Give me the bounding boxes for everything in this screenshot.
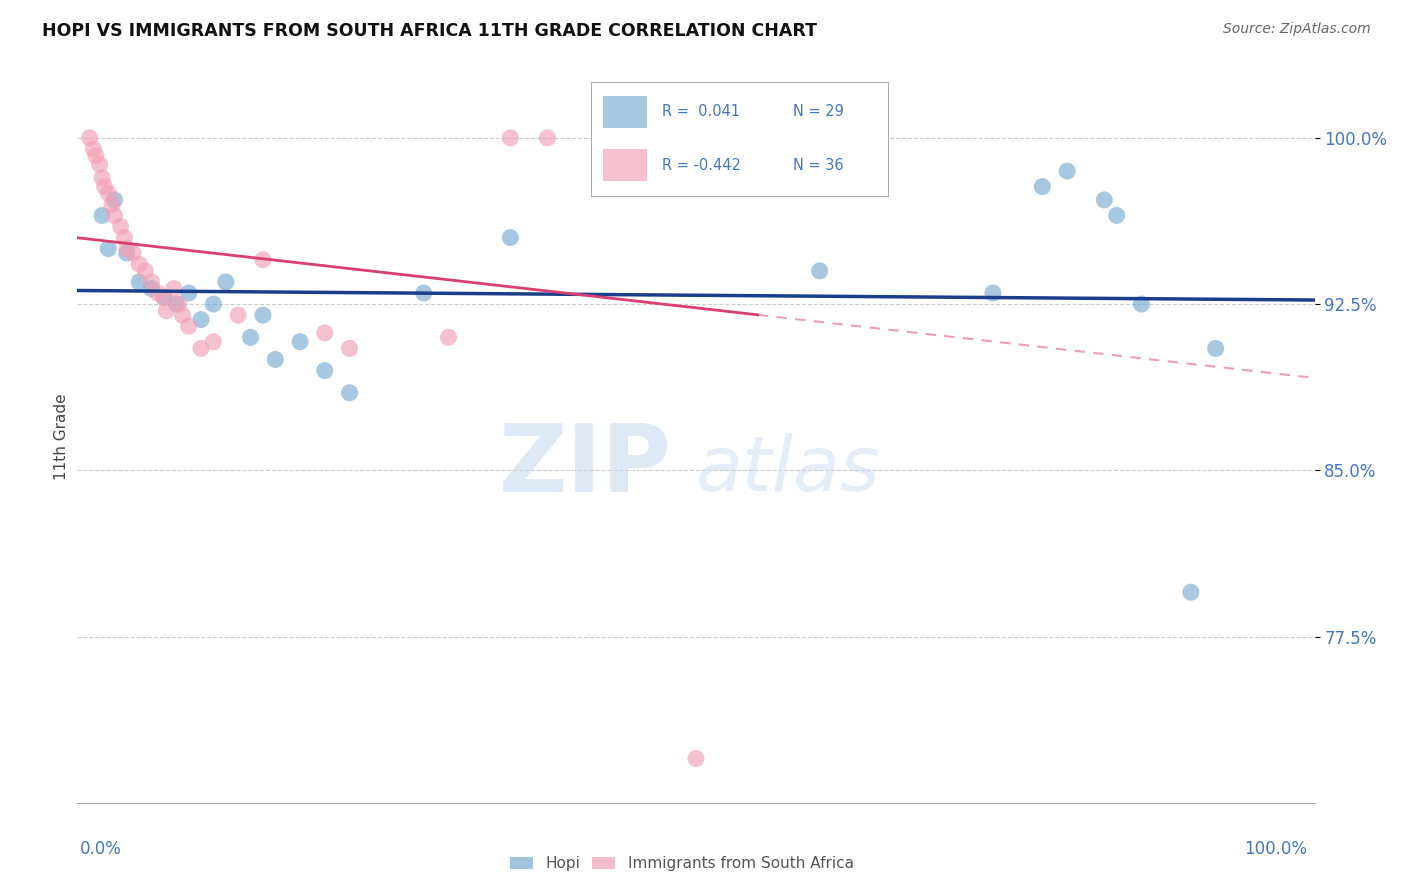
Point (314, 326, 336, 340)
Point (167, 297, 190, 311)
Point (97, 186, 120, 201)
Point (239, 330, 262, 344)
Point (636, 131, 658, 145)
Point (122, 246, 145, 260)
Legend: Hopi, Immigrants from South Africa: Hopi, Immigrants from South Africa (505, 850, 859, 877)
Point (91, 170, 114, 185)
Point (412, 285, 434, 300)
Point (1105, 209, 1128, 223)
Point (103, 209, 125, 223)
Text: 100.0%: 100.0% (1244, 840, 1308, 858)
Point (288, 334, 311, 349)
Point (134, 264, 156, 278)
Point (202, 334, 225, 349)
Point (141, 275, 163, 289)
Point (82, 142, 104, 156)
Point (808, 264, 831, 278)
Text: Source: ZipAtlas.com: Source: ZipAtlas.com (1223, 22, 1371, 37)
Point (153, 290, 176, 304)
Point (1092, 193, 1115, 207)
Point (79, 131, 101, 145)
Text: atlas: atlas (696, 433, 880, 507)
Point (103, 193, 125, 207)
Point (202, 297, 225, 311)
Point (1180, 585, 1202, 599)
Point (190, 342, 212, 356)
Point (112, 230, 135, 244)
Point (128, 257, 150, 271)
Point (1130, 297, 1153, 311)
Point (110, 219, 132, 234)
Text: 0.0%: 0.0% (80, 840, 122, 858)
Point (252, 308, 274, 322)
Point (84, 148, 107, 162)
Point (226, 308, 249, 322)
Point (91, 209, 114, 223)
Point (128, 275, 150, 289)
Point (177, 319, 200, 334)
Point (93, 179, 115, 194)
Point (437, 330, 460, 344)
Point (598, 131, 620, 145)
Point (1031, 179, 1053, 194)
Point (172, 308, 194, 322)
Point (610, 131, 633, 145)
Point (314, 363, 336, 377)
Point (499, 230, 522, 244)
Point (101, 197, 124, 211)
Point (146, 285, 169, 300)
Text: ZIP: ZIP (498, 420, 671, 512)
Point (155, 303, 177, 318)
Point (685, 751, 707, 765)
Point (264, 352, 287, 367)
Point (190, 312, 212, 326)
Point (97, 242, 120, 256)
Point (177, 285, 200, 300)
Point (153, 290, 176, 304)
Point (215, 275, 238, 289)
Point (163, 282, 186, 296)
Text: HOPI VS IMMIGRANTS FROM SOUTH AFRICA 11TH GRADE CORRELATION CHART: HOPI VS IMMIGRANTS FROM SOUTH AFRICA 11T… (42, 22, 817, 40)
Point (165, 297, 187, 311)
Point (141, 282, 163, 296)
Point (1205, 342, 1227, 356)
Point (1056, 164, 1078, 178)
Point (339, 385, 361, 400)
Point (89, 157, 111, 171)
Point (115, 246, 138, 260)
Point (252, 252, 274, 267)
Point (499, 131, 522, 145)
Y-axis label: 11th Grade: 11th Grade (53, 393, 69, 481)
Point (115, 242, 138, 256)
Point (536, 131, 558, 145)
Point (981, 285, 1004, 300)
Point (339, 342, 361, 356)
